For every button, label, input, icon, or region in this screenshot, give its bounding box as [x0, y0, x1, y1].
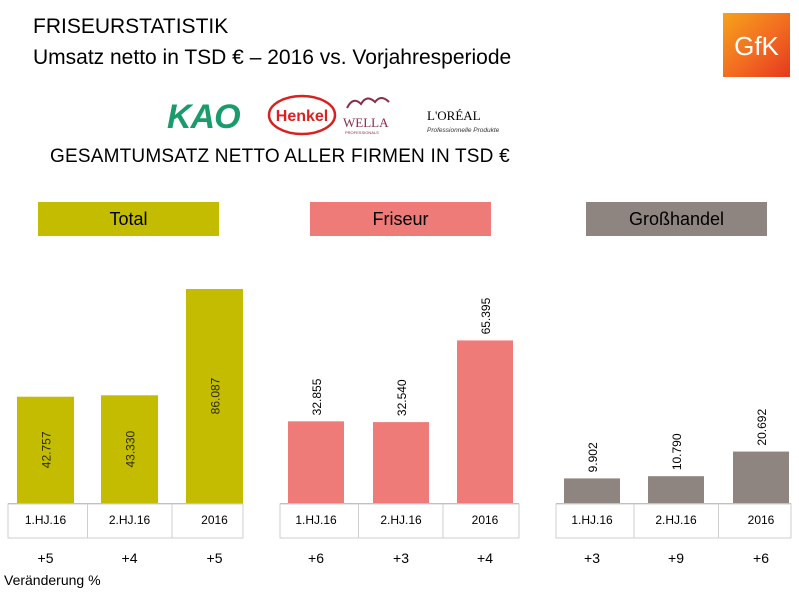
- bar-total-2016: [186, 289, 243, 503]
- value-label-friseur-2016: 65.395: [479, 297, 493, 334]
- footnote: Veränderung %: [4, 572, 101, 588]
- bar-grosshandel-2016: [733, 451, 789, 503]
- change-grosshandel-2hj16: +9: [668, 550, 684, 566]
- change-grosshandel-1hj16: +3: [584, 550, 600, 566]
- bar-total-2hj16: [101, 395, 158, 503]
- wella-logo: WELLA: [343, 115, 389, 130]
- tick-label-total-1hj16: 1.HJ.16: [25, 513, 67, 527]
- value-label-grosshandel-1hj16: 9.902: [586, 442, 600, 472]
- gfk-logo-text: GfK: [734, 31, 779, 61]
- section-title: GESAMTUMSATZ NETTO ALLER FIRMEN IN TSD €: [50, 146, 510, 167]
- wella-logo-mark: [346, 97, 390, 109]
- change-friseur-1hj16: +6: [308, 550, 324, 566]
- tick-label-total-2016: 2016: [201, 513, 228, 527]
- bar-grosshandel-1hj16: [564, 478, 620, 503]
- value-label-total-2hj16: 43.330: [124, 430, 138, 467]
- value-label-total-2016: 86.087: [209, 377, 223, 414]
- tick-label-grosshandel-2016: 2016: [748, 513, 775, 527]
- panel-label-friseur: Friseur: [310, 202, 491, 236]
- panel-label-grosshandel: Großhandel: [586, 202, 767, 236]
- value-label-total-1hj16: 42.757: [40, 431, 54, 468]
- gfk-logo: GfK: [723, 13, 790, 77]
- change-friseur-2hj16: +3: [393, 550, 409, 566]
- value-label-grosshandel-2016: 20.692: [755, 409, 769, 446]
- bar-friseur-2016: [457, 340, 513, 503]
- category-row-grosshandel: [555, 503, 792, 539]
- change-total-1hj16: +5: [37, 550, 54, 566]
- change-total-2hj16: +4: [121, 550, 138, 566]
- henkel-logo: Henkel: [276, 108, 328, 125]
- bar-grosshandel-2hj16: [648, 476, 704, 503]
- henkel-logo-oval: [267, 94, 337, 136]
- value-label-grosshandel-2hj16: 10.790: [670, 433, 684, 470]
- brand-logos: KAO Henkel WELLA PROFESSIONALS L'ORÉAL P…: [167, 94, 500, 136]
- loreal-logo-sub: Professionnelle Produkte: [427, 127, 500, 134]
- wella-logo-sub: PROFESSIONALS: [345, 130, 379, 135]
- tick-label-friseur-2hj16: 2.HJ.16: [380, 513, 422, 527]
- tick-label-total-2hj16: 2.HJ.16: [109, 513, 151, 527]
- value-label-friseur-2hj16: 32.540: [395, 379, 409, 416]
- category-row-friseur: [279, 503, 520, 539]
- category-row-total: [7, 503, 244, 539]
- bar-friseur-1hj16: [288, 421, 344, 503]
- kao-logo: KAO: [167, 98, 240, 136]
- bar-total-1hj16: [17, 396, 74, 503]
- bar-friseur-2hj16: [373, 422, 429, 503]
- change-grosshandel-2016: +6: [753, 550, 769, 566]
- tick-label-grosshandel-1hj16: 1.HJ.16: [571, 513, 613, 527]
- change-total-2016: +5: [206, 550, 223, 566]
- page-title: FRISEURSTATISTIK: [33, 15, 229, 38]
- value-label-friseur-1hj16: 32.855: [310, 378, 324, 415]
- tick-label-grosshandel-2hj16: 2.HJ.16: [655, 513, 697, 527]
- panel-label-total: Total: [38, 202, 219, 236]
- change-friseur-2016: +4: [477, 550, 493, 566]
- page-subtitle: Umsatz netto in TSD € – 2016 vs. Vorjahr…: [33, 46, 512, 69]
- tick-label-friseur-1hj16: 1.HJ.16: [295, 513, 337, 527]
- loreal-logo: L'ORÉAL: [427, 108, 481, 123]
- tick-label-friseur-2016: 2016: [472, 513, 499, 527]
